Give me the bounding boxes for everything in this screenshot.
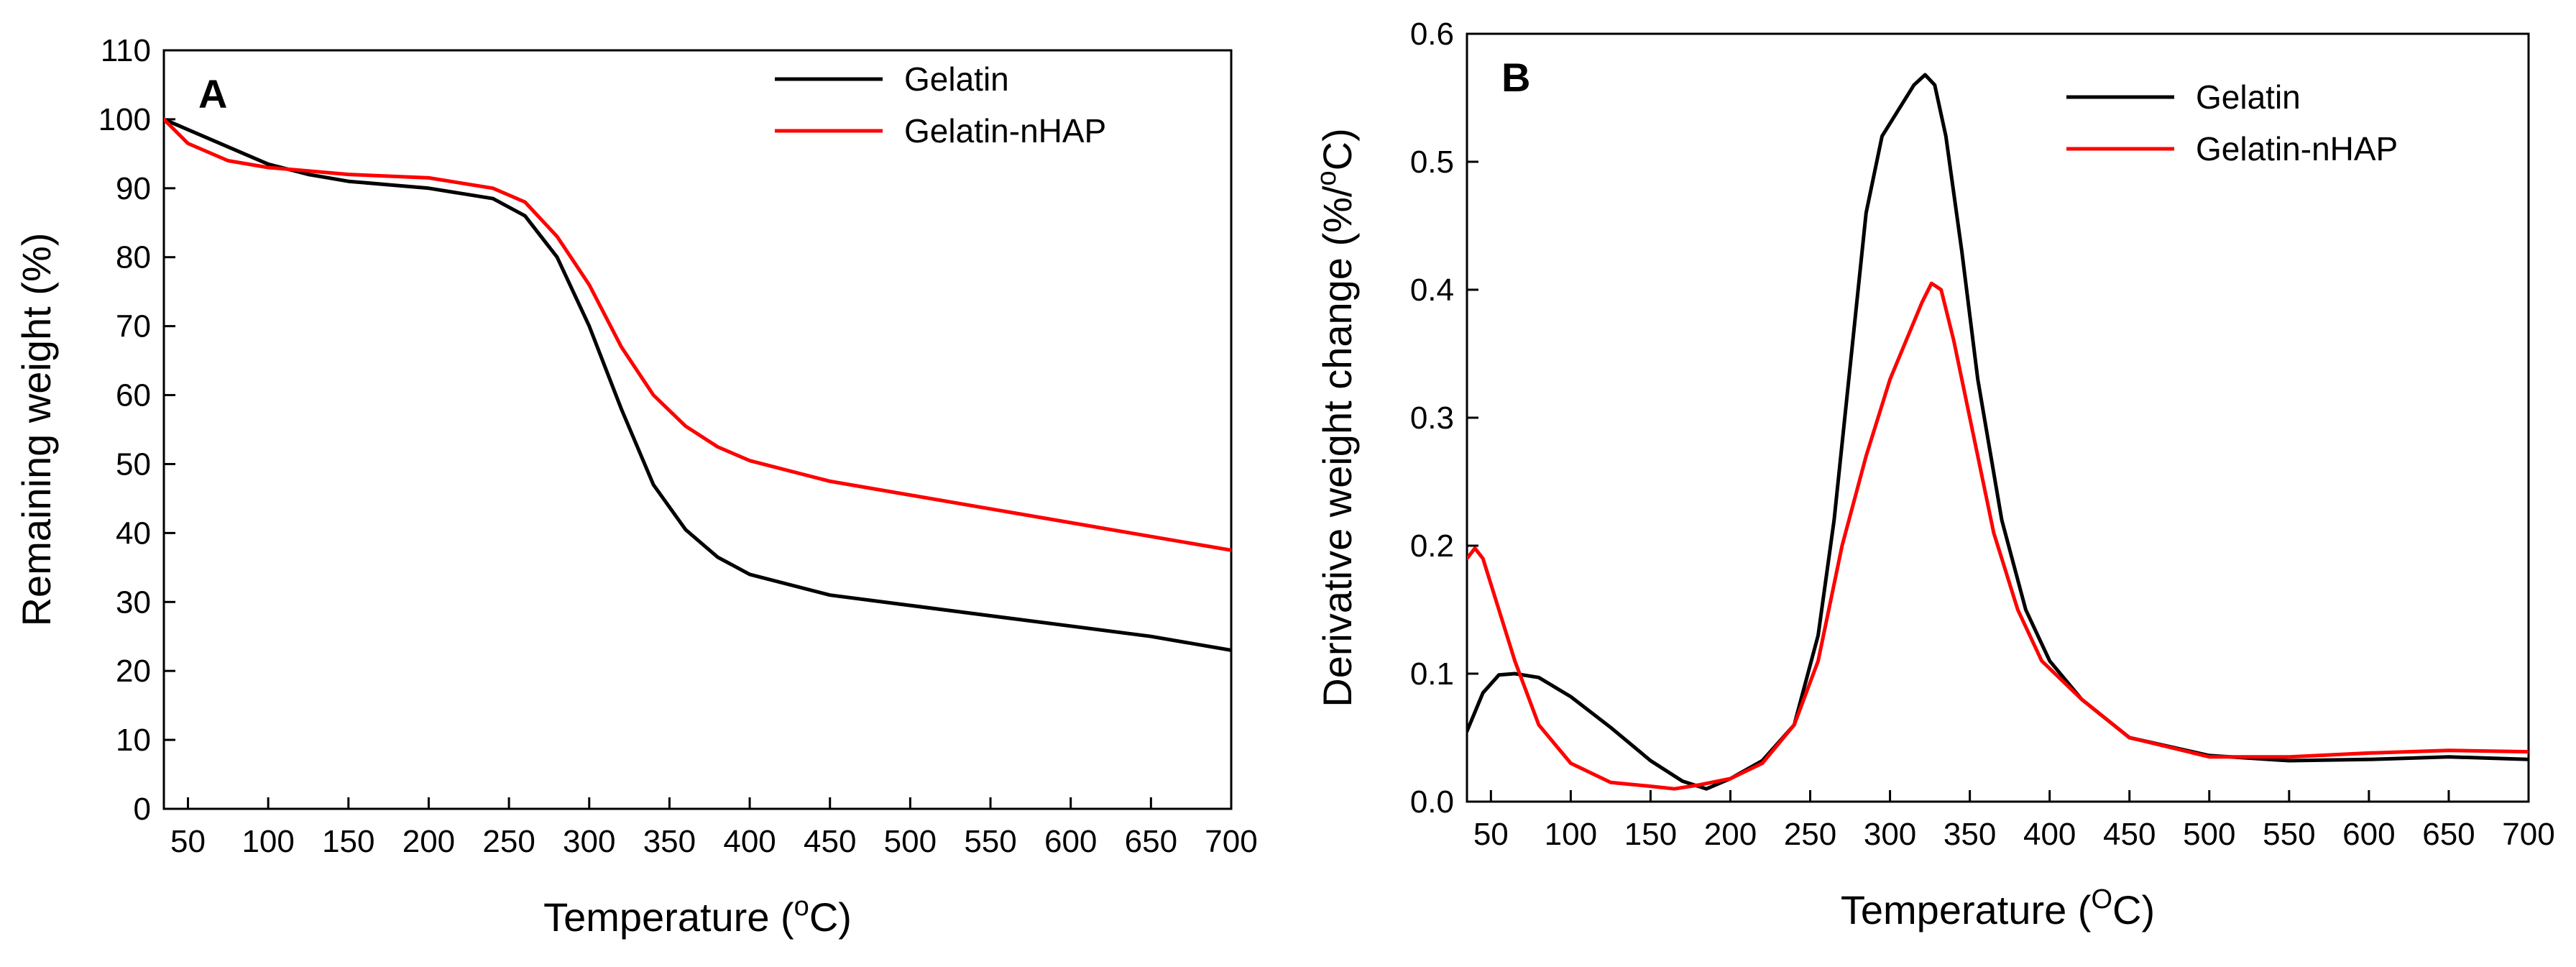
x-axis-title: Temperature (OC) — [1841, 884, 2155, 932]
legend-label: Gelatin — [2196, 78, 2301, 116]
panel-a-chart: 50 100 150 200 250 300 350 400 450 500 550 600 650 70… — [14, 33, 1258, 940]
y-axis-title: Derivative weight change (%/oC) — [1312, 128, 1360, 707]
series-line-gelatin — [1467, 73, 2529, 791]
x-tick-label: 250 — [482, 824, 535, 859]
y-tick-label: 80 — [116, 240, 151, 275]
panel-label: A — [198, 71, 227, 116]
x-tick-label: 200 — [402, 824, 455, 859]
y-tick-label: 70 — [116, 309, 151, 344]
x-tick-label: 250 — [1784, 817, 1836, 852]
y-tick-label: 30 — [116, 585, 151, 620]
legend-label: Gelatin — [904, 60, 1009, 98]
y-tick-label: 60 — [116, 378, 151, 413]
y-tick-label: 20 — [116, 654, 151, 689]
x-tick-label: 500 — [2183, 817, 2235, 852]
y-tick-label: 0.4 — [1410, 272, 1454, 308]
series-line-gelatin-nhap — [164, 117, 1231, 552]
x-tick-label: 100 — [1545, 817, 1597, 852]
x-tick-label: 300 — [1864, 817, 1916, 852]
x-tick-label: 550 — [964, 824, 1016, 859]
x-tick-label: 400 — [2023, 817, 2076, 852]
panel-b-chart: 50 100 150 200 250 300 350 400 450 500 550 600 650 70… — [1312, 17, 2555, 932]
series-line-gelatin — [164, 117, 1231, 652]
x-tick-label: 700 — [2502, 817, 2554, 852]
x-tick-label: 700 — [1205, 824, 1257, 859]
y-tick-label: 110 — [101, 33, 151, 68]
x-tick-label: 350 — [1944, 817, 1996, 852]
y-axis-title: Remaining weight (%) — [14, 233, 59, 627]
x-tick-label: 450 — [2103, 817, 2156, 852]
x-tick-label: 200 — [1704, 817, 1757, 852]
y-tick-label: 40 — [116, 515, 151, 551]
y-tick-label: 0.1 — [1410, 656, 1454, 692]
series-group — [164, 117, 1231, 652]
y-tick-label: 0.5 — [1410, 145, 1454, 180]
x-tick-label: 150 — [1624, 817, 1677, 852]
x-tick-label: 650 — [1125, 824, 1177, 859]
x-tick-label: 100 — [242, 824, 294, 859]
x-tick-label: 50 — [170, 824, 206, 859]
panel-label: B — [1501, 55, 1530, 100]
plot-frame — [162, 49, 1233, 810]
x-tick-label: 150 — [322, 824, 374, 859]
x-tick-label: 300 — [563, 824, 615, 859]
x-tick-label: 600 — [2342, 817, 2395, 852]
y-tick-label: 10 — [116, 723, 151, 758]
x-tick-label: 550 — [2263, 817, 2315, 852]
y-tick-label: 50 — [116, 446, 151, 482]
legend-label: Gelatin-nHAP — [904, 112, 1106, 150]
y-tick-label: 100 — [98, 102, 151, 137]
legend-label: Gelatin-nHAP — [2196, 130, 2398, 168]
x-tick-label: 350 — [643, 824, 696, 859]
y-tick-label: 0.0 — [1410, 784, 1454, 820]
x-tick-label: 50 — [1473, 817, 1509, 852]
series-group — [1467, 73, 2529, 791]
x-tick-label: 400 — [723, 824, 776, 859]
y-tick-label: 0.2 — [1410, 528, 1454, 564]
series-line-gelatin-nhap — [1467, 281, 2529, 791]
x-tick-label: 500 — [884, 824, 937, 859]
y-tick-label: 90 — [116, 171, 151, 206]
x-tick-label: 650 — [2422, 817, 2475, 852]
x-tick-label: 450 — [804, 824, 856, 859]
y-tick-label: 0.3 — [1410, 400, 1454, 436]
x-axis-title: Temperature (oC) — [543, 892, 852, 940]
y-tick-label: 0.6 — [1410, 17, 1454, 52]
x-tick-label: 600 — [1044, 824, 1097, 859]
y-tick-label: 0 — [134, 792, 151, 827]
